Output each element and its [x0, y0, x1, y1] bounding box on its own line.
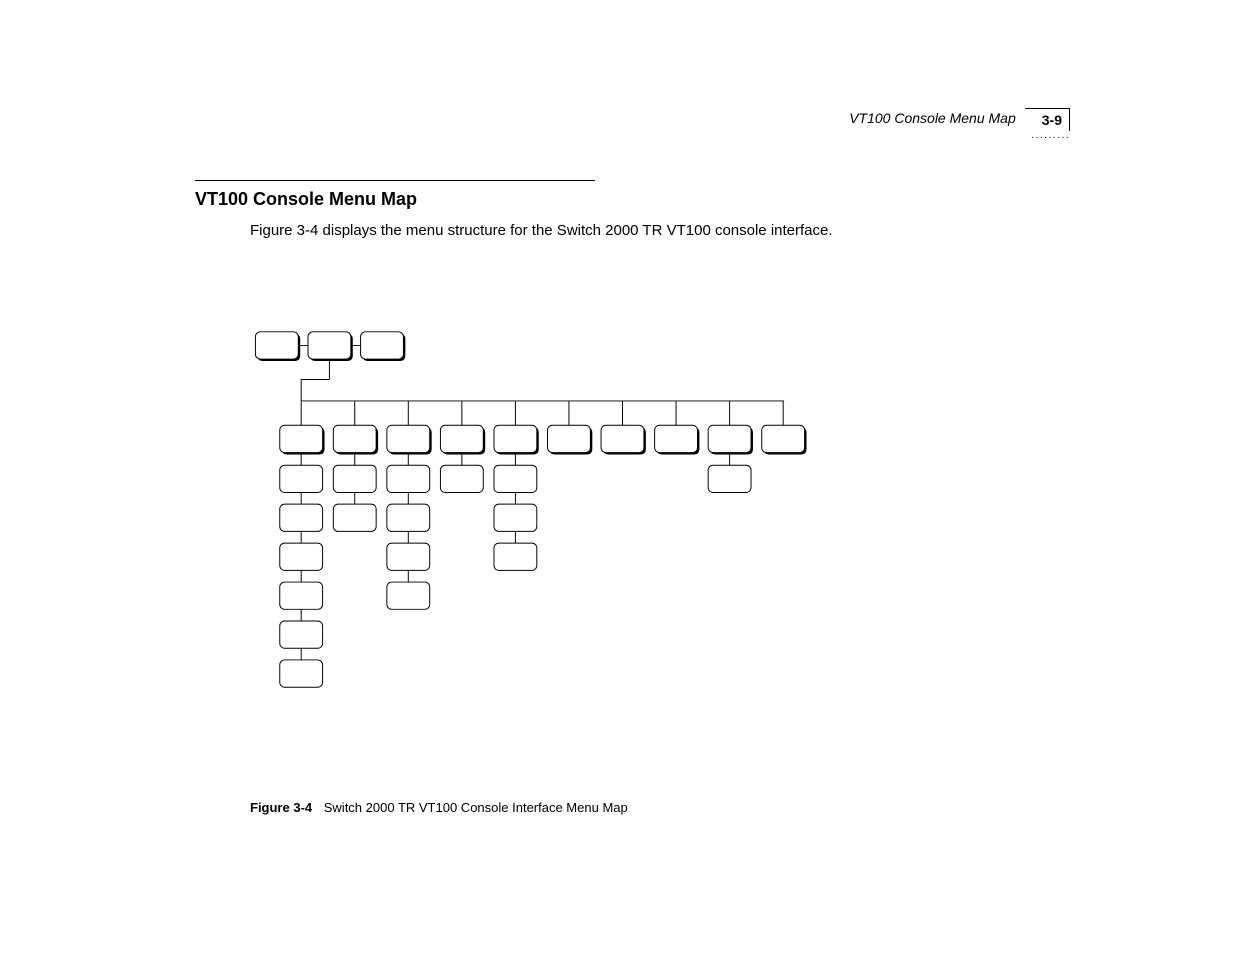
figure-caption-text: Switch 2000 TR VT100 Console Interface M…	[324, 800, 628, 815]
section-body-text: Figure 3-4 displays the menu structure f…	[250, 220, 1075, 241]
main-content: VT100 Console Menu Map Figure 3-4 displa…	[195, 180, 1075, 241]
running-header: VT100 Console Menu Map 3-9 ·········	[849, 108, 1070, 146]
figure-caption: Figure 3-4 Switch 2000 TR VT100 Console …	[250, 800, 628, 815]
menu-map-diagram	[245, 325, 815, 695]
section-heading: VT100 Console Menu Map	[195, 189, 1075, 210]
page-number: 3-9	[1042, 112, 1062, 128]
figure-label: Figure 3-4	[250, 800, 312, 815]
page-number-ornament: 3-9 ·········	[1034, 108, 1070, 146]
running-title: VT100 Console Menu Map	[849, 108, 1016, 126]
header-dots-decoration: ·········	[1031, 132, 1070, 143]
section-rule	[195, 180, 595, 181]
